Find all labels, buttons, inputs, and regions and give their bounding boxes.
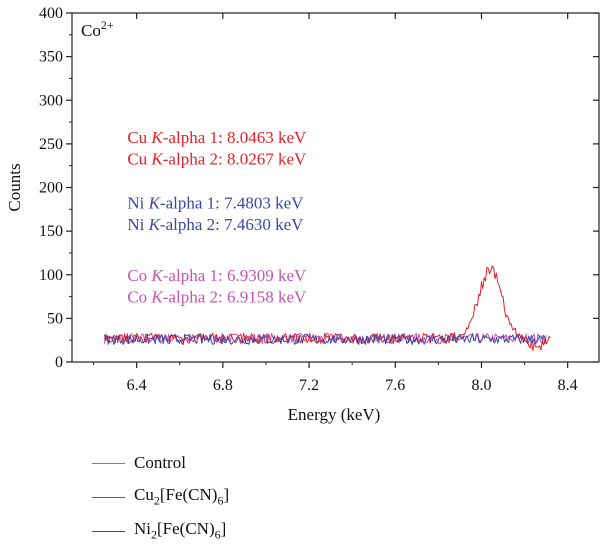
k-alpha-annotation: Cu K-alpha 2: 8.0267 keV [127,150,307,169]
legend-label: Ni2[Fe(CN)6] [134,519,227,542]
annotation-layer: Co2+ Cu K-alpha 1: 8.0463 keV Cu K-alpha 2… [81,18,307,307]
legend-swatch [92,530,125,532]
plot-frame [71,12,600,363]
k-alpha-annotation: Cu K-alpha 1: 8.0463 keV [127,128,307,147]
legend-item: Cu2[Fe(CN)6] [92,480,229,514]
y-tick-label: 400 [39,5,63,22]
series-line-2 [103,333,547,345]
x-tick-label: 6.8 [213,377,233,394]
chart: 0 50 100 150 200 250 300 350 400 6.4 6.8 7.2 7.6 8.0 8… [5,5,600,424]
x-tick-label: 8.4 [558,377,578,394]
k-alpha-annotation: Ni K-alpha 1: 7.4803 keV [127,193,304,212]
legend-item: Control [92,446,229,480]
x-tick-label: 7.6 [385,377,405,394]
legend-swatch [92,496,125,498]
y-tick-label: 50 [47,310,63,327]
k-alpha-annotation: Co K-alpha 1: 6.9309 keV [127,266,307,285]
axes: 0 50 100 150 200 250 300 350 400 6.4 6.8 7.2 7.6 8.0 8… [5,5,600,424]
k-alpha-annotation: Co K-alpha 2: 6.9158 keV [127,288,307,307]
y-tick-label: 250 [39,136,63,153]
y-tick-label: 350 [39,49,63,66]
x-tick-label: 8.0 [471,377,491,394]
y-axis-label: Counts [5,163,24,211]
k-alpha-annotation: Ni K-alpha 2: 7.4630 keV [127,215,304,234]
legend: Control Cu2[Fe(CN)6] Ni2[Fe(CN)6] [92,446,229,548]
chart-annotation-title: Co2+ [81,18,114,40]
series-line-1 [103,265,551,352]
legend-swatch [92,462,125,464]
legend-label: Control [134,453,186,472]
y-tick-label: 100 [39,267,63,284]
legend-label: Cu2[Fe(CN)6] [134,485,230,508]
x-tick-label: 7.2 [299,377,319,394]
y-tick-label: 0 [55,354,63,371]
legend-item: Ni2[Fe(CN)6] [92,514,229,548]
series-line-0 [103,332,547,345]
series-layer [103,265,551,352]
y-tick-label: 200 [39,180,63,197]
y-tick-label: 300 [39,92,63,109]
y-tick-label: 150 [39,223,63,240]
x-axis-label: Energy (keV) [288,405,381,424]
x-tick-label: 6.4 [127,377,147,394]
